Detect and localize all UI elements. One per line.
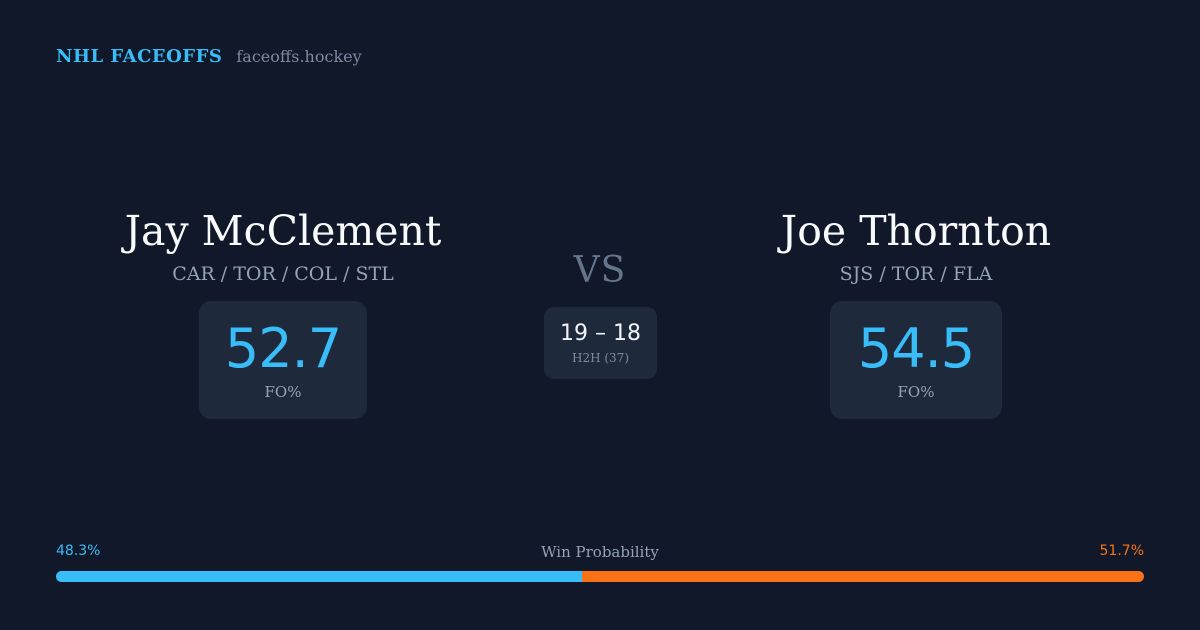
head-to-head-score: 19 – 18 (560, 321, 641, 346)
player-right: Joe Thornton SJS / TOR / FLA 54.5 FO% (656, 205, 1176, 419)
win-probability-labels: 48.3% Win Probability 51.7% (56, 543, 1144, 563)
versus-label: VS (573, 250, 627, 291)
win-probability-title: Win Probability (541, 543, 659, 561)
head-to-head-label: H2H (37) (571, 351, 629, 365)
brand-header: NHL FACEOFFS faceoffs.hockey (56, 46, 362, 67)
faceoff-percentage-value: 52.7 (224, 317, 342, 380)
win-probability-left-value: 48.3% (56, 543, 101, 559)
player-name: Joe Thornton (780, 207, 1052, 255)
player-name: Jay McClement (124, 207, 442, 255)
faceoff-percentage-label: FO% (897, 383, 935, 401)
win-probability-bar-right (581, 571, 1144, 582)
brand-site-url: faceoffs.hockey (236, 47, 362, 66)
brand-title: NHL FACEOFFS (56, 46, 223, 67)
faceoff-stat-card: 52.7 FO% (199, 301, 367, 419)
head-to-head-card: 19 – 18 H2H (37) (544, 307, 657, 379)
win-probability-bar-left (56, 571, 582, 582)
faceoff-stat-card: 54.5 FO% (830, 301, 1002, 419)
win-probability-bar (56, 571, 1144, 582)
win-probability-right-value: 51.7% (1099, 543, 1144, 559)
faceoff-percentage-label: FO% (264, 383, 302, 401)
player-left: Jay McClement CAR / TOR / COL / STL 52.7… (23, 205, 543, 419)
player-teams: SJS / TOR / FLA (839, 263, 993, 285)
win-probability: 48.3% Win Probability 51.7% (56, 543, 1144, 582)
faceoff-percentage-value: 54.5 (857, 317, 975, 380)
player-teams: CAR / TOR / COL / STL (172, 263, 394, 285)
